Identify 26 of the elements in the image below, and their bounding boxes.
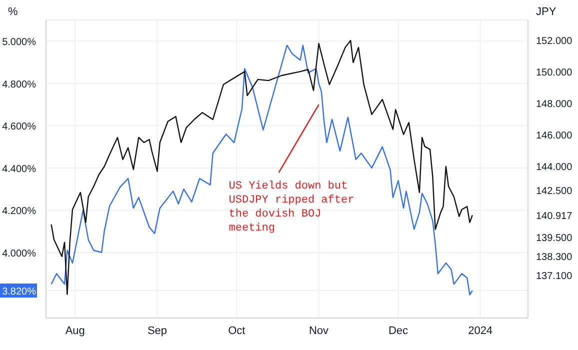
annotation: US Yields down but USDJPY ripped after the dovish BOJ meeting [228,180,354,235]
y2-tick-label: 148.000 [536,99,573,110]
x-tick-label: Sep [147,324,168,337]
y2-tick-label: 146.000 [536,130,573,142]
y-tick-label: 4.400% [2,164,36,175]
x-tick-label: Oct [228,324,246,337]
y2-tick-label: 139.500 [536,233,573,244]
y-tick-label: 3.820% [2,286,36,298]
y2-tick-label: 150.000 [536,68,573,79]
y-tick-label: 4.000% [2,248,36,260]
y2-tick-label: 142.500 [536,186,573,197]
y-tick-label: 4.200% [2,206,36,218]
y2-axis-title: JPY [536,6,556,18]
y2-tick-label: 140.917 [536,210,573,222]
x-tick-label: Dec [388,324,409,337]
y2-tick-label: 144.000 [536,162,573,174]
y-tick-label: 4.600% [2,122,36,133]
y-axis-title: % [8,6,18,18]
y2-tick-label: 137.100 [536,270,573,282]
x-tick-label: Aug [65,324,85,337]
y2-tick-label: 138.300 [536,252,573,264]
y-tick-label: 4.800% [2,79,36,90]
y-tick-label: 5.000% [2,37,36,48]
x-tick-label: Nov [309,324,330,337]
x-tick-label: 2024 [468,324,493,337]
y2-tick-label: 152.000 [536,36,573,48]
